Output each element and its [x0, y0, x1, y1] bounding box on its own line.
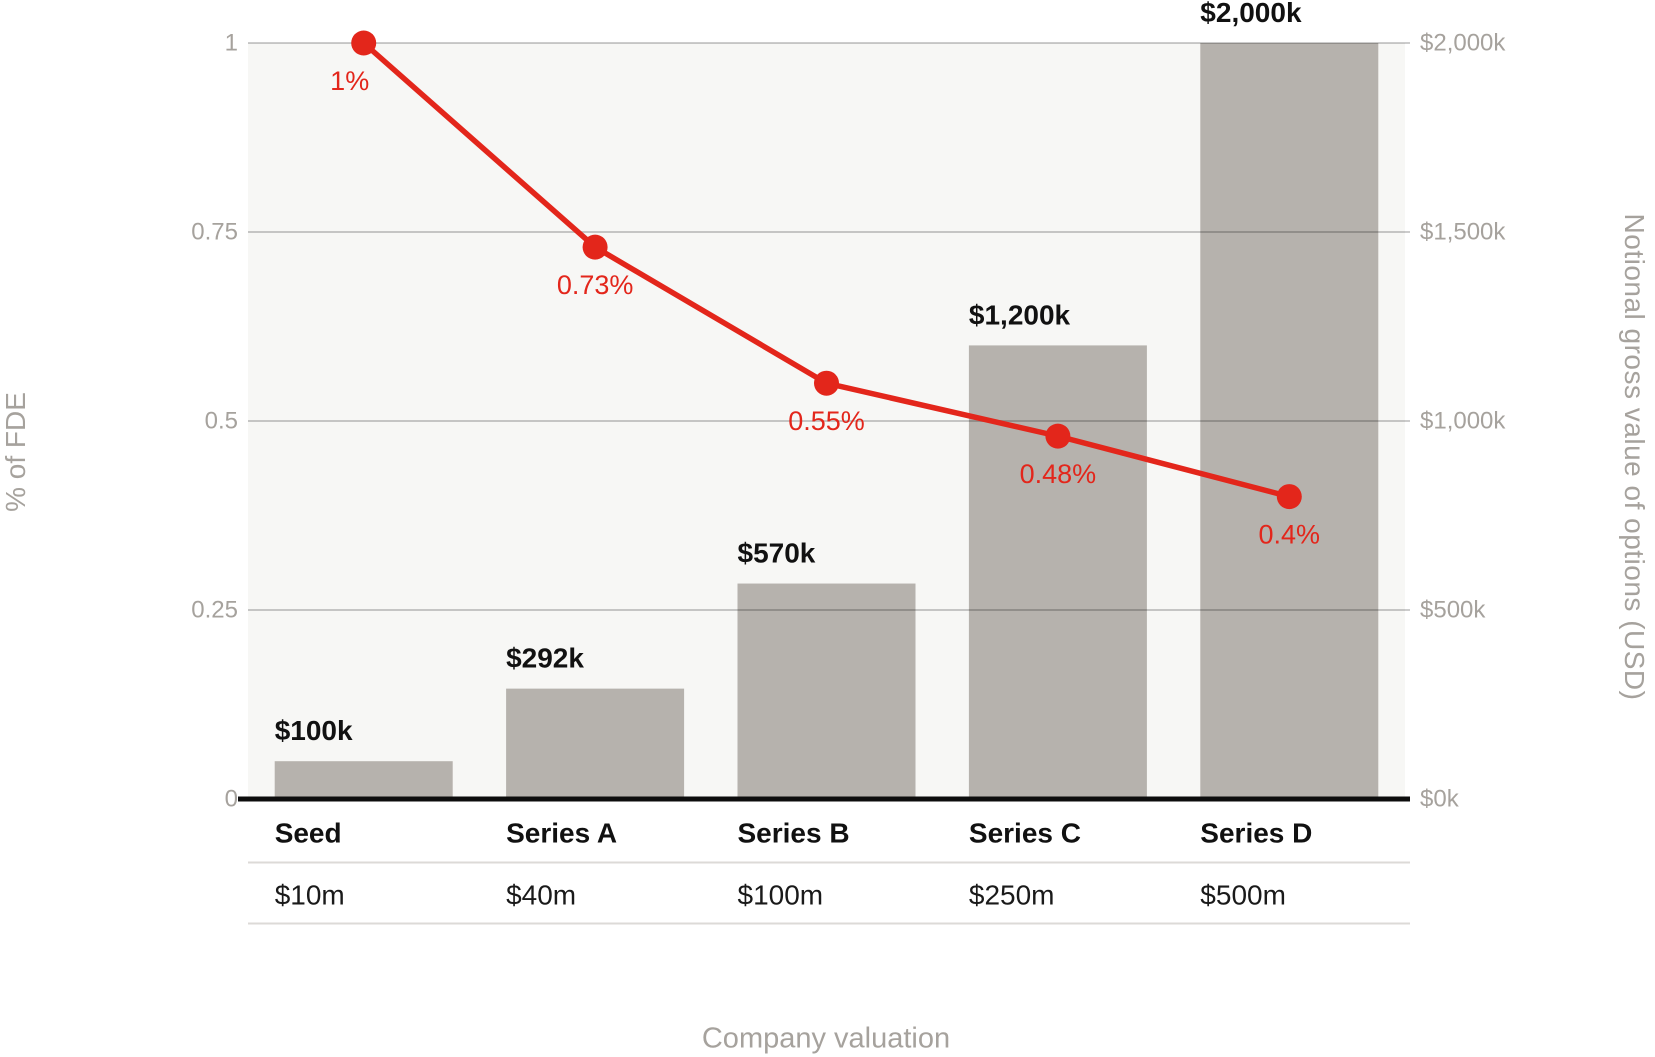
left-axis-title: % of FDE — [0, 392, 31, 512]
point-series-a — [582, 234, 608, 260]
bar-series-b — [737, 583, 916, 799]
right-tick-label--1-000k: $1,000k — [1420, 408, 1506, 435]
bar-series-c — [968, 345, 1147, 799]
bar-value-label-seed: $100k — [275, 715, 353, 746]
right-axis-title: Notional gross value of options (USD) — [1619, 213, 1650, 701]
point-series-b — [814, 370, 839, 396]
point-label-series-a: 0.73% — [557, 270, 634, 300]
point-label-seed: 1% — [330, 66, 369, 96]
point-label-series-c: 0.48% — [1020, 459, 1097, 489]
valuation-label-series-c: $250m — [969, 880, 1055, 911]
left-tick-label-0-5: 0.5 — [205, 408, 238, 435]
bar-value-label-series-d: $2,000k — [1200, 0, 1302, 28]
left-tick-label-0-75: 0.75 — [191, 219, 238, 246]
bar-series-d — [1200, 43, 1379, 799]
valuation-label-series-b: $100m — [738, 880, 824, 911]
left-tick-label-0: 0 — [225, 786, 238, 813]
bar-value-label-series-c: $1,200k — [969, 299, 1071, 330]
bar-value-label-series-a: $292k — [506, 643, 584, 674]
right-tick-label--0k: $0k — [1420, 786, 1460, 813]
point-label-series-d: 0.4% — [1259, 520, 1321, 550]
x-axis-line — [238, 796, 1410, 802]
left-tick-label-0-25: 0.25 — [191, 597, 238, 624]
category-label-seed: Seed — [275, 818, 342, 849]
x-axis-title: Company valuation — [701, 1022, 951, 1055]
point-series-c — [1045, 423, 1071, 449]
category-label-series-a: Series A — [506, 818, 617, 849]
bar-series-a — [506, 688, 685, 799]
right-tick-label--500k: $500k — [1420, 597, 1486, 624]
category-label-series-d: Series D — [1200, 818, 1312, 849]
valuation-label-series-d: $500m — [1200, 880, 1286, 911]
right-tick-label--1-500k: $1,500k — [1420, 219, 1506, 246]
right-tick-label--2-000k: $2,000k — [1420, 30, 1506, 57]
category-label-series-c: Series C — [969, 818, 1081, 849]
point-seed — [351, 30, 377, 56]
valuation-label-seed: $10m — [275, 880, 345, 911]
point-label-series-b: 0.55% — [788, 406, 865, 436]
valuation-label-series-a: $40m — [506, 880, 576, 911]
category-label-series-b: Series B — [738, 818, 850, 849]
left-tick-label-1: 1 — [225, 30, 238, 57]
point-series-d — [1276, 484, 1302, 510]
bar-value-label-series-b: $570k — [738, 538, 816, 569]
bar-seed — [274, 761, 453, 799]
